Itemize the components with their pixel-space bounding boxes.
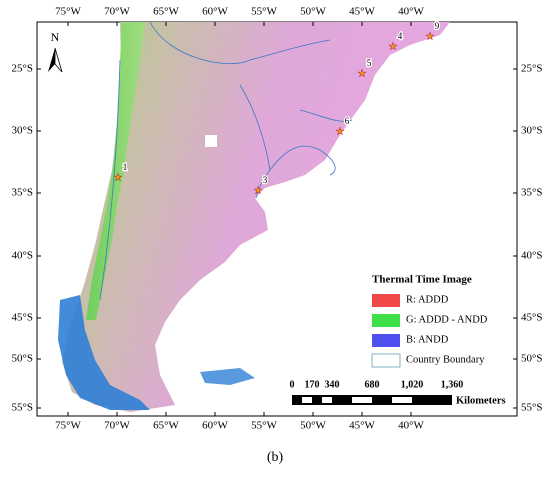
site-label: 4 [398, 31, 403, 41]
lat-label-right: 50°S [521, 353, 543, 365]
lat-label-left: 50°S [11, 353, 33, 365]
site-label: 9 [435, 21, 440, 31]
scale-bar-segment [392, 397, 412, 403]
lat-label-left: 30°S [11, 125, 33, 137]
lat-label-right: 40°S [521, 250, 543, 262]
site-label: 6 [345, 116, 350, 126]
lon-label-top: 45°W [349, 6, 375, 18]
lon-label-top: 40°W [398, 6, 424, 18]
site-star: ★ [389, 41, 398, 52]
scale-bar-segment [302, 397, 312, 403]
lon-label-top: 65°W [153, 6, 179, 18]
lon-label-bottom: 65°W [153, 420, 179, 432]
latitude-labels: 25°S 25°S 30°S 30°S 35°S 35°S 40°S 40°S 45°S 45°S… [11, 63, 542, 414]
lon-label-bottom: 70°W [104, 420, 130, 432]
lat-label-right: 45°S [521, 312, 543, 324]
scale-label: 1,020 [401, 379, 424, 390]
lon-label-bottom: 45°W [349, 420, 375, 432]
longitude-labels: 75°W 75°W 70°W 70°W 65°W 65°W 60°W 60°W 55°W 55°W… [55, 6, 424, 432]
lat-label-right: 30°S [521, 125, 543, 137]
scale-label: 340 [325, 379, 340, 390]
site-star: ★ [358, 68, 367, 79]
scale-bar-segment [322, 397, 332, 403]
lon-label-bottom: 60°W [202, 420, 228, 432]
scale-label: 170 [305, 379, 320, 390]
lat-label-left: 35°S [11, 187, 33, 199]
lon-label-top: 55°W [251, 6, 277, 18]
site-label: 5 [367, 58, 372, 68]
lon-label-bottom: 55°W [251, 420, 277, 432]
lat-label-right: 25°S [521, 63, 543, 75]
legend: Thermal Time Image R: ADDD G: ADDD - ANDD… [371, 274, 488, 368]
lon-label-top: 60°W [202, 6, 228, 18]
lat-label-right: 55°S [521, 402, 543, 414]
legend-label: Country Boundary [406, 354, 485, 365]
scale-label: 0 [290, 379, 295, 390]
lon-label-bottom: 40°W [398, 420, 424, 432]
land [58, 22, 450, 412]
lon-label-bottom: 50°W [300, 420, 326, 432]
scale-unit: Kilometers [456, 395, 506, 406]
site-label: 3 [263, 175, 268, 185]
legend-label: R: ADDD [406, 294, 449, 305]
scale-bar: 0 170 340 680 1,020 1,360 Kilometers [290, 379, 506, 406]
legend-swatch [372, 334, 400, 347]
legend-label: G: ADDD - ANDD [406, 314, 488, 325]
legend-swatch [371, 353, 401, 368]
lon-label-top: 50°W [300, 6, 326, 18]
legend-swatch [372, 294, 400, 307]
lon-label-bottom: 75°W [55, 420, 81, 432]
scale-label: 680 [365, 379, 380, 390]
country-boundaries [99, 21, 353, 301]
site-label: 1 [123, 162, 128, 172]
lon-label-top: 75°W [55, 6, 81, 18]
legend-title: Thermal Time Image [372, 274, 472, 286]
lat-label-left: 40°S [11, 250, 33, 262]
lat-label-left: 25°S [11, 63, 33, 75]
lat-label-left: 55°S [11, 402, 33, 414]
lat-label-left: 45°S [11, 312, 33, 324]
site-star: ★ [254, 185, 263, 196]
lon-label-top: 70°W [104, 6, 130, 18]
legend-label: B: ANDD [406, 334, 449, 345]
north-label: N [51, 30, 60, 44]
site-star: ★ [426, 31, 435, 42]
legend-swatch [372, 314, 400, 327]
caption: (b) [267, 450, 284, 465]
site-markers: ★1★3★4★5★6★9 [113, 20, 441, 197]
north-arrow: N [48, 30, 63, 73]
scale-label: 1,360 [441, 379, 464, 390]
scale-bar-segment [352, 397, 372, 403]
site-star: ★ [114, 172, 123, 183]
site-star: ★ [336, 126, 345, 137]
lat-label-right: 35°S [521, 187, 543, 199]
